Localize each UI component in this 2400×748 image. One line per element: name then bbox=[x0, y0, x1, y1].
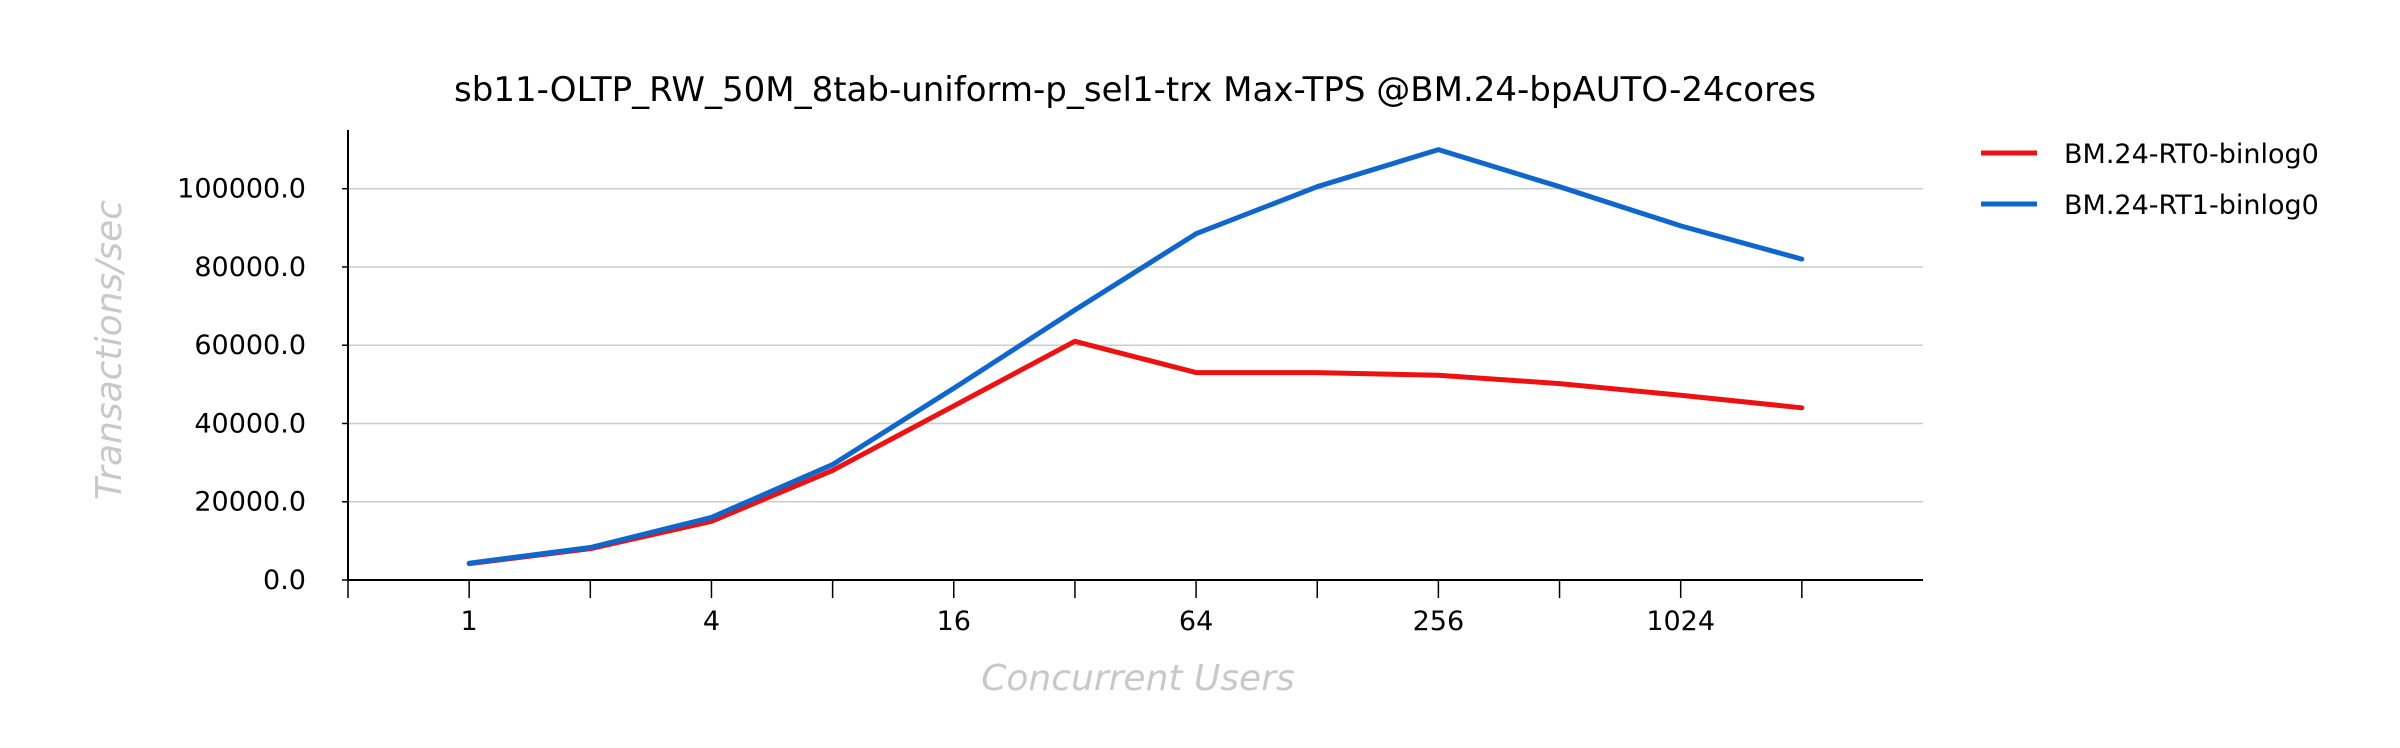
y-tick-label: 20000.0 bbox=[194, 487, 306, 518]
x-axis-title: Concurrent Users bbox=[981, 658, 1295, 699]
x-tick-label: 16 bbox=[937, 606, 971, 637]
legend-label: BM.24-RT0-binlog0 bbox=[2064, 139, 2319, 170]
gridlines bbox=[348, 187, 1923, 503]
series-line bbox=[466, 338, 1805, 567]
series-lines bbox=[466, 147, 1805, 567]
legend-item: BM.24-RT0-binlog0 bbox=[1981, 139, 2319, 170]
legend-label: BM.24-RT1-binlog0 bbox=[2064, 190, 2319, 221]
x-tick-label: 1024 bbox=[1646, 606, 1715, 637]
y-axis-title: Transactions/sec bbox=[89, 200, 130, 500]
y-tick-label: 80000.0 bbox=[194, 252, 306, 283]
y-tick-label: 0.0 bbox=[263, 565, 306, 596]
x-tick-label: 1 bbox=[461, 606, 478, 637]
y-tick-label: 100000.0 bbox=[177, 174, 306, 205]
y-tick-label: 60000.0 bbox=[194, 330, 306, 361]
x-tick-label: 64 bbox=[1179, 606, 1213, 637]
series-line bbox=[466, 147, 1805, 566]
legend: BM.24-RT0-binlog0 BM.24-RT1-binlog0 bbox=[1981, 139, 2319, 221]
legend-item: BM.24-RT1-binlog0 bbox=[1981, 190, 2319, 221]
x-tick-label: 256 bbox=[1413, 606, 1465, 637]
y-tick-label: 40000.0 bbox=[194, 408, 306, 439]
chart-title: sb11-OLTP_RW_50M_8tab-uniform-p_sel1-trx… bbox=[454, 70, 1816, 110]
x-tick-label: 4 bbox=[703, 606, 720, 637]
axes: 0.0 20000.0 40000.0 60000.0 80000.0 100000.0 1… bbox=[177, 130, 1923, 637]
